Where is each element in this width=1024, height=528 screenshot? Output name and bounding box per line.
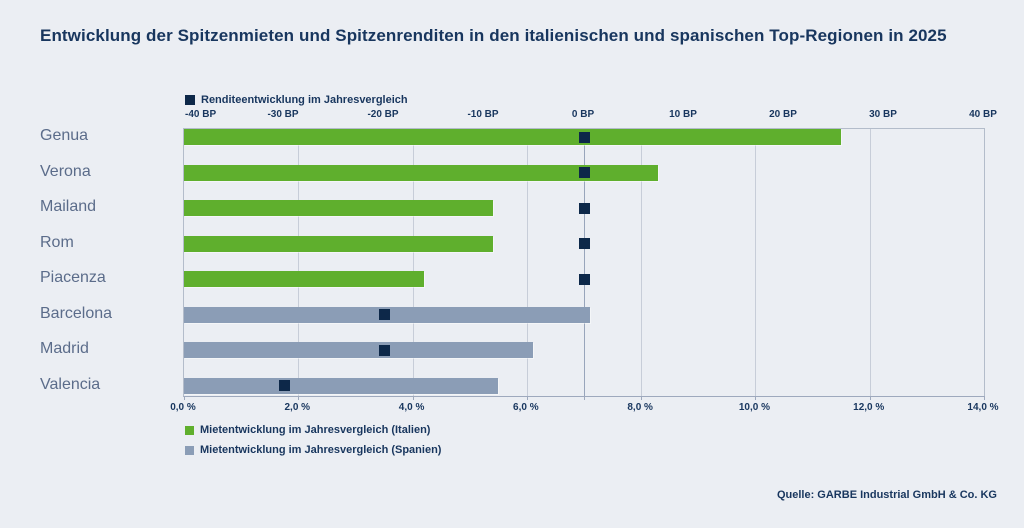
bottom-axis-tick-label: 8,0 % <box>627 402 653 413</box>
chart-title: Entwicklung der Spitzenmieten und Spitze… <box>40 26 947 45</box>
top-axis-tick-label: -10 BP <box>467 109 499 120</box>
axis-tick-8pct <box>641 396 643 400</box>
city-label-mailand: Mailand <box>40 198 97 215</box>
city-label-genua: Genua <box>40 127 89 144</box>
rent-bar-valencia <box>184 377 499 394</box>
axis-tick-2pct <box>298 396 300 400</box>
top-axis-tick-label: 40 BP <box>969 109 997 120</box>
axis-tick-0pct <box>184 396 185 400</box>
top-axis-tick-label: -40 BP <box>185 109 217 120</box>
category-axis: Genua Verona Mailand Rom Piacenza Barcelona Ma… <box>40 128 175 395</box>
legend-row-spain: Mietentwicklung im Jahresvergleich (Span… <box>185 444 441 456</box>
yield-marker-verona <box>578 167 590 178</box>
top-axis-tick-label: 20 BP <box>769 109 797 120</box>
city-label-piacenza: Piacenza <box>40 269 106 286</box>
bottom-axis-tick-label: 12,0 % <box>853 402 885 413</box>
source-attribution: Quelle: GARBE Industrial GmbH & Co. KG <box>776 489 997 501</box>
bottom-axis-tick-label: 0,0 % <box>170 402 196 413</box>
yield-marker-genua <box>578 131 590 143</box>
legend-row-italy: Mietentwicklung im Jahresvergleich (Ital… <box>185 424 441 436</box>
rent-bar-madrid <box>184 342 533 358</box>
bottom-axis-tick-label: 2,0 % <box>284 402 311 413</box>
top-axis-tick-label: -20 BP <box>367 109 399 120</box>
yield-marker-piacenza <box>578 273 590 285</box>
top-axis-tick-label: -30 BP <box>267 109 299 120</box>
gridline-4pct <box>412 129 414 396</box>
city-label-verona: Verona <box>40 162 91 180</box>
rent-bar-verona <box>184 164 659 181</box>
yield-legend-label: Renditeentwicklung im Jahresvergleich <box>201 94 408 106</box>
axis-tick-4pct <box>412 396 414 400</box>
italy-legend-label: Mietentwicklung im Jahresvergleich (Ital… <box>200 424 431 436</box>
gridline-0bp <box>584 129 585 396</box>
axis-tick-14pct <box>984 396 985 400</box>
gridline-2pct <box>298 129 300 396</box>
axis-tick-0bp <box>584 396 585 400</box>
yield-marker-rom <box>578 238 590 249</box>
gridline-6pct <box>526 129 528 396</box>
legend-rents: Mietentwicklung im Jahresvergleich (Ital… <box>185 424 441 456</box>
italy-legend-swatch-icon <box>185 425 194 435</box>
bottom-axis-tick-label: 10,0 % <box>738 402 770 413</box>
axis-tick-10pct <box>755 396 757 400</box>
city-label-barcelona: Barcelona <box>40 304 113 322</box>
yield-marker-madrid <box>378 344 390 356</box>
plot-area <box>183 128 985 400</box>
spain-legend-label: Mietentwicklung im Jahresvergleich (Span… <box>200 444 442 456</box>
bottom-axis-tick-label: 4,0 % <box>398 402 425 413</box>
axis-tick-12pct <box>869 396 871 400</box>
yield-legend-swatch-icon <box>185 95 195 105</box>
top-axis-tick-label: 0 BP <box>571 109 595 120</box>
gridline-8pct <box>641 129 643 396</box>
yield-marker-barcelona <box>378 309 390 320</box>
city-label-madrid: Madrid <box>40 340 89 357</box>
rent-bar-piacenza <box>184 271 424 287</box>
yield-marker-valencia <box>278 380 290 391</box>
rent-bar-genua <box>184 129 842 145</box>
top-axis-tick-label: 30 BP <box>869 109 897 120</box>
gridline-10pct <box>755 129 757 396</box>
axis-tick-6pct <box>526 396 528 400</box>
bottom-axis-percent: 0,0 % 2,0 % 4,0 % 6,0 % 8,0 % 10,0 % 12,0 % 14,… <box>170 402 998 415</box>
top-axis-bp: -40 BP -30 BP -20 BP -10 BP 0 BP 10 BP 20 BP 30… <box>183 109 997 122</box>
rent-bar-mailand <box>184 200 493 216</box>
gridline-12pct <box>869 129 871 396</box>
top-axis-tick-label: 10 BP <box>669 109 697 120</box>
rent-bar-rom <box>184 235 493 252</box>
bottom-axis-tick-label: 6,0 % <box>513 402 539 413</box>
legend-yield: Renditeentwicklung im Jahresvergleich <box>185 94 408 106</box>
yield-marker-mailand <box>578 202 590 214</box>
city-label-valencia: Valencia <box>40 375 101 393</box>
spain-legend-swatch-icon <box>185 445 194 455</box>
bottom-axis-tick-label: 14,0 % <box>967 402 999 413</box>
city-label-rom: Rom <box>40 233 74 251</box>
